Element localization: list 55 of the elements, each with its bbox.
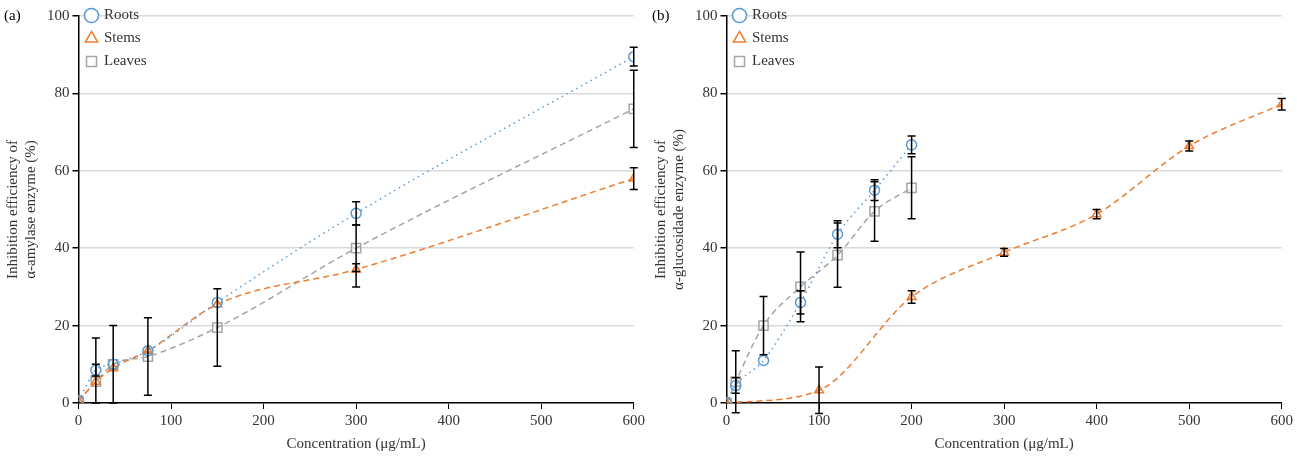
y-tick-label: 40 <box>702 239 718 256</box>
legend-label: Roots <box>104 6 140 23</box>
legend-label: Stems <box>752 29 789 46</box>
x-tick-label: 500 <box>529 411 553 428</box>
point <box>868 184 881 196</box>
point <box>831 228 844 241</box>
point <box>757 354 770 367</box>
x-tick-label: 400 <box>437 411 460 428</box>
y-tick-label: 100 <box>695 6 718 23</box>
y-tick-label: 60 <box>54 161 70 178</box>
x-tick-label: 200 <box>900 411 923 428</box>
point <box>832 249 843 261</box>
x-tick-label: 600 <box>1270 411 1293 428</box>
y-tick-label: 20 <box>54 316 70 333</box>
legend-label: Leaves <box>752 52 795 69</box>
x-tick-label: 300 <box>992 411 1016 428</box>
point <box>350 207 362 220</box>
legend-label: Roots <box>752 6 788 23</box>
legend-label: Stems <box>104 29 141 46</box>
point <box>730 376 742 388</box>
legend-label: Leaves <box>104 52 147 69</box>
y-tick-label: 0 <box>710 393 718 410</box>
y-tick-label: 20 <box>702 316 718 333</box>
y-axis-title: Inhibition efficiency of α-glucosidade enzyme (%) <box>651 128 687 291</box>
chart-title: (a) <box>4 6 21 24</box>
point <box>108 362 119 372</box>
point <box>350 242 362 254</box>
point <box>869 206 880 217</box>
y-tick-label: 80 <box>54 84 70 101</box>
point <box>906 182 917 194</box>
x-tick-label: 200 <box>252 411 275 428</box>
x-tick-label: 400 <box>1085 411 1108 428</box>
x-tick-label: 100 <box>807 411 831 428</box>
y-tick-label: 40 <box>54 239 70 256</box>
x-axis-title: Concentration (μg/mL) <box>286 434 426 452</box>
y-axis-title: Inhibition efficiency of α-amylase enzyme (%) <box>3 140 39 279</box>
chart-title: (b) <box>652 6 670 24</box>
y-tick-label: 100 <box>47 6 70 23</box>
point <box>905 139 918 151</box>
x-tick-label: 0 <box>722 411 731 428</box>
point <box>758 320 769 331</box>
y-tick-label: 60 <box>702 161 718 178</box>
x-tick-label: 500 <box>1177 411 1201 428</box>
x-tick-label: 300 <box>344 411 368 428</box>
point <box>351 263 362 273</box>
point <box>794 296 807 309</box>
y-tick-label: 0 <box>62 393 70 410</box>
x-axis-title: Concentration (μg/mL) <box>934 434 1074 452</box>
point <box>211 322 223 333</box>
point <box>813 384 825 394</box>
x-tick-label: 600 <box>622 411 645 428</box>
point <box>795 281 806 293</box>
x-tick-label: 0 <box>74 411 83 428</box>
x-tick-label: 100 <box>159 411 183 428</box>
y-tick-label: 80 <box>702 84 718 101</box>
